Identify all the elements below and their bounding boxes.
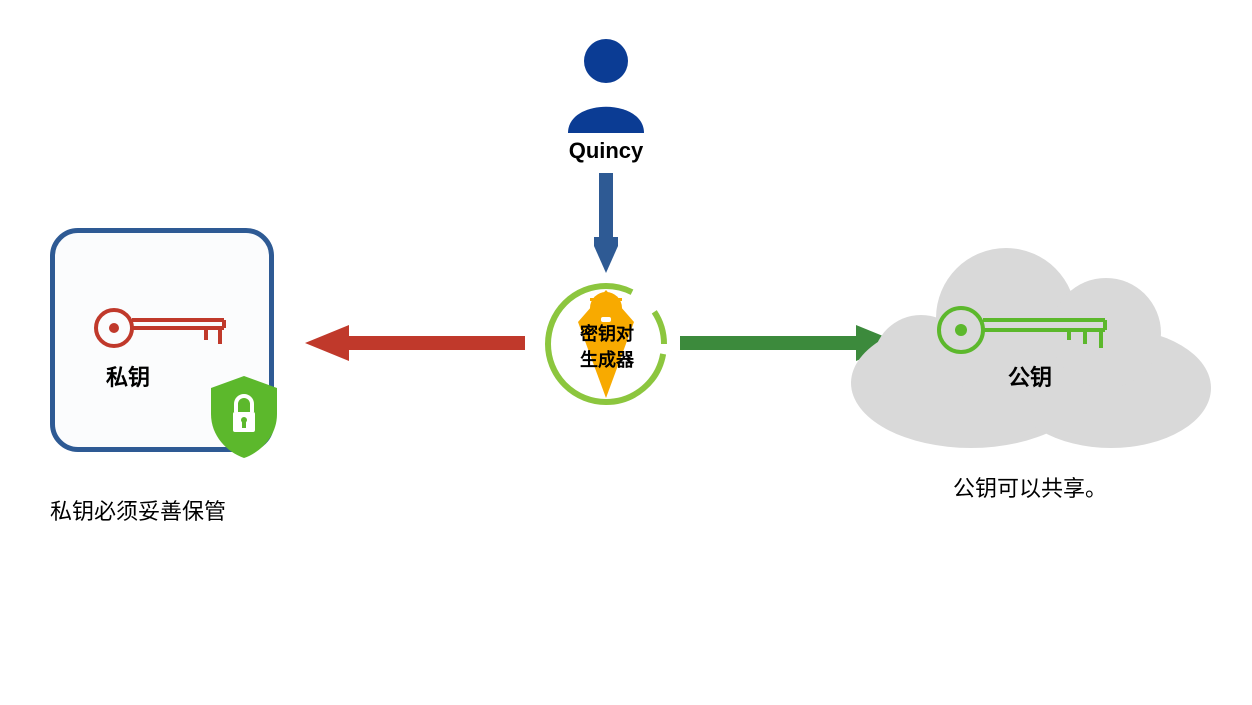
private-key-caption: 私钥必须妥善保管 [50,494,290,526]
private-key-icon [92,300,232,361]
arrow-to-private-key [305,323,525,368]
public-key-label: 公钥 [880,360,1180,392]
public-key-caption: 公钥可以共享。 [860,471,1200,503]
user-label: Quincy [556,138,656,164]
user-icon [556,33,656,138]
arrow-user-to-generator [594,173,618,278]
generator-label: 密钥对生成器 [572,320,642,372]
public-key-icon [935,300,1115,365]
shield-lock-icon [205,372,283,465]
